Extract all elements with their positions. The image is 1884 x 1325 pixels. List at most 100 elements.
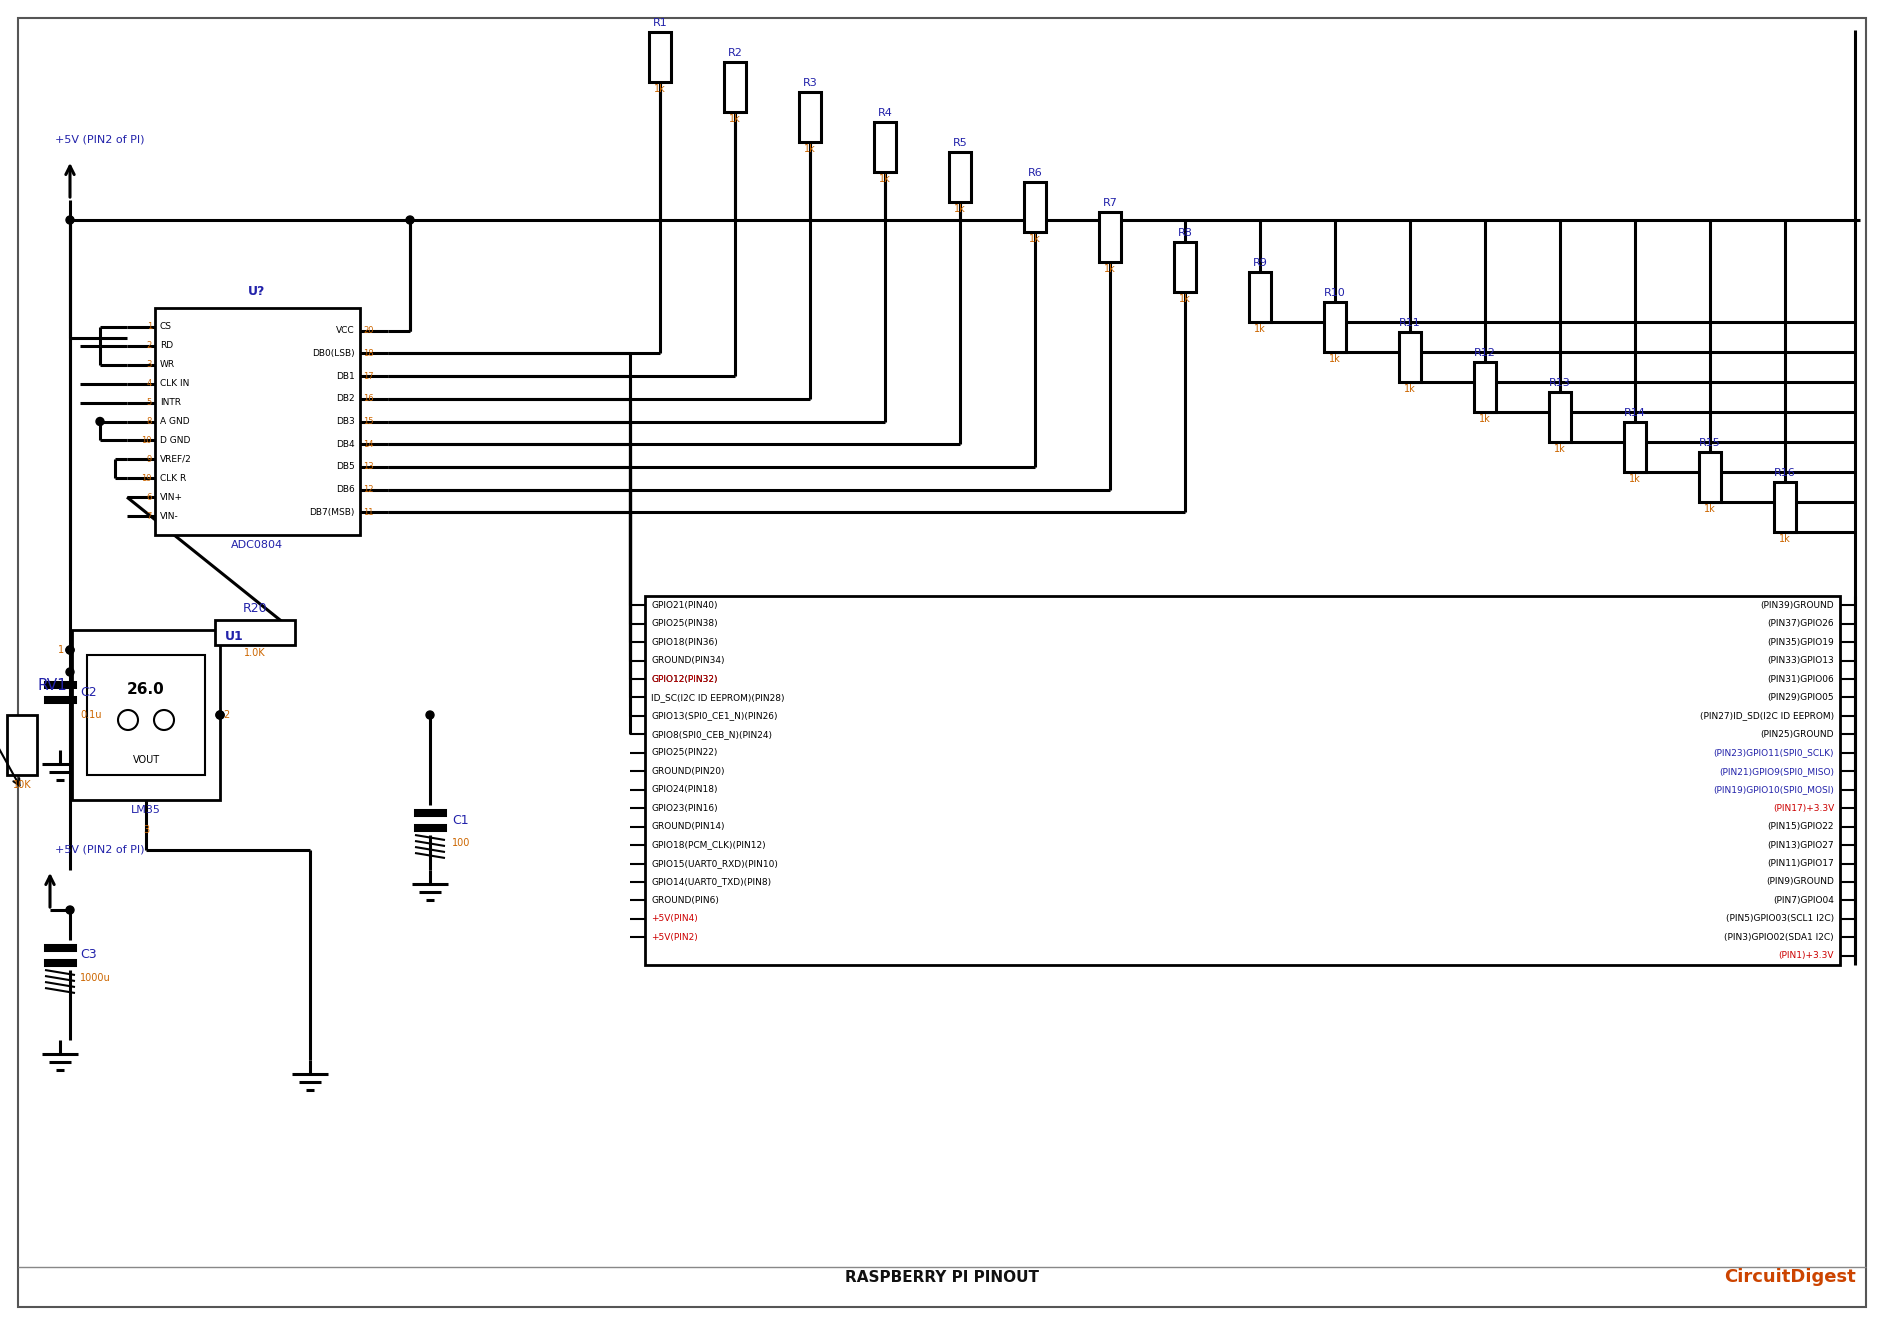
Text: (PIN33)GPIO13: (PIN33)GPIO13 <box>1767 656 1833 665</box>
Text: GROUND(PIN20): GROUND(PIN20) <box>652 767 725 775</box>
Text: RD: RD <box>160 342 173 350</box>
Text: (PIN5)GPIO03(SCL1 I2C): (PIN5)GPIO03(SCL1 I2C) <box>1726 914 1833 924</box>
Text: (PIN25)GROUND: (PIN25)GROUND <box>1760 730 1833 739</box>
Circle shape <box>66 647 73 655</box>
Text: (PIN39)GROUND: (PIN39)GROUND <box>1760 600 1833 610</box>
Text: 1k: 1k <box>1630 474 1641 484</box>
Text: 1k: 1k <box>1554 444 1566 454</box>
Bar <box>215 620 296 645</box>
Circle shape <box>66 216 73 224</box>
Text: (PIN21)GPIO9(SPI0_MISO): (PIN21)GPIO9(SPI0_MISO) <box>1718 767 1833 775</box>
Text: 100: 100 <box>452 837 471 848</box>
Bar <box>950 152 970 201</box>
Text: RASPBERRY PI PINOUT: RASPBERRY PI PINOUT <box>846 1269 1038 1284</box>
Bar <box>1473 362 1496 412</box>
Bar <box>1025 182 1046 232</box>
Text: 8: 8 <box>147 417 153 427</box>
Bar <box>72 629 220 800</box>
Text: GPIO18(PCM_CLK)(PIN12): GPIO18(PCM_CLK)(PIN12) <box>652 840 765 849</box>
Bar <box>648 32 671 82</box>
Text: R6: R6 <box>1027 168 1042 178</box>
Text: U1: U1 <box>224 629 243 643</box>
Bar <box>45 697 75 702</box>
Circle shape <box>217 712 224 719</box>
Text: +5V(PIN4): +5V(PIN4) <box>652 914 697 924</box>
Text: R15: R15 <box>1699 439 1720 448</box>
Bar <box>45 945 75 950</box>
Text: 2: 2 <box>147 342 153 350</box>
Text: GPIO12(PIN32): GPIO12(PIN32) <box>652 674 718 684</box>
Text: 6: 6 <box>147 493 153 502</box>
Text: CS: CS <box>160 322 171 331</box>
Text: 3: 3 <box>143 825 149 835</box>
Text: 1k: 1k <box>953 204 966 215</box>
Text: RV1: RV1 <box>38 677 68 693</box>
Text: R14: R14 <box>1624 408 1647 417</box>
Text: GROUND(PIN34): GROUND(PIN34) <box>652 656 725 665</box>
Text: 16: 16 <box>364 395 373 403</box>
Text: GPIO24(PIN18): GPIO24(PIN18) <box>652 786 718 794</box>
Text: (PIN1)+3.3V: (PIN1)+3.3V <box>1778 951 1833 961</box>
Text: (PIN3)GPIO02(SDA1 I2C): (PIN3)GPIO02(SDA1 I2C) <box>1724 933 1833 942</box>
Bar <box>8 716 38 775</box>
Text: GPIO23(PIN16): GPIO23(PIN16) <box>652 804 718 812</box>
Text: 3: 3 <box>147 360 153 370</box>
Text: D GND: D GND <box>160 436 190 445</box>
Text: DB4: DB4 <box>337 440 354 449</box>
Bar <box>87 655 205 775</box>
Bar <box>1624 421 1647 472</box>
Text: (PIN37)GPIO26: (PIN37)GPIO26 <box>1767 619 1833 628</box>
Bar <box>414 810 445 815</box>
Text: R7: R7 <box>1102 197 1117 208</box>
Text: VOUT: VOUT <box>132 755 160 765</box>
Bar <box>154 307 360 535</box>
Text: GPIO18(PIN36): GPIO18(PIN36) <box>652 637 718 647</box>
Text: 1k: 1k <box>1404 384 1417 394</box>
Text: 1k: 1k <box>1255 325 1266 334</box>
Text: C2: C2 <box>79 685 96 698</box>
Text: 10K: 10K <box>13 780 32 790</box>
Text: 1: 1 <box>58 645 64 655</box>
Text: 1k: 1k <box>654 83 665 94</box>
Text: (PIN29)GPIO05: (PIN29)GPIO05 <box>1767 693 1833 702</box>
Text: VCC: VCC <box>337 326 354 335</box>
Text: R5: R5 <box>953 138 966 148</box>
Bar <box>874 122 897 172</box>
Text: DB3: DB3 <box>335 417 354 427</box>
Text: 19: 19 <box>141 474 153 482</box>
Text: DB7(MSB): DB7(MSB) <box>309 507 354 517</box>
Text: 1k: 1k <box>1705 504 1716 514</box>
Text: +5V(PIN2): +5V(PIN2) <box>652 933 697 942</box>
Text: 1k: 1k <box>1778 534 1792 545</box>
Text: R3: R3 <box>803 78 818 87</box>
Text: 1k: 1k <box>1328 354 1341 364</box>
Bar <box>1699 452 1720 502</box>
Bar <box>414 825 445 829</box>
Text: (PIN15)GPIO22: (PIN15)GPIO22 <box>1767 822 1833 831</box>
Text: (PIN35)GPIO19: (PIN35)GPIO19 <box>1767 637 1833 647</box>
Text: GPIO8(SPI0_CEB_N)(PIN24): GPIO8(SPI0_CEB_N)(PIN24) <box>652 730 772 739</box>
Circle shape <box>96 417 104 425</box>
Text: 4: 4 <box>147 379 153 388</box>
Circle shape <box>66 647 73 655</box>
Bar <box>45 961 75 965</box>
Text: R9: R9 <box>1253 258 1268 268</box>
Text: 15: 15 <box>364 417 373 427</box>
Text: GPIO14(UART0_TXD)(PIN8): GPIO14(UART0_TXD)(PIN8) <box>652 877 771 886</box>
Text: 1k: 1k <box>1479 413 1490 424</box>
Text: DB1: DB1 <box>335 371 354 380</box>
Text: 1k: 1k <box>1029 235 1040 244</box>
Text: GROUND(PIN6): GROUND(PIN6) <box>652 896 720 905</box>
Text: CLK IN: CLK IN <box>160 379 190 388</box>
Text: VREF/2: VREF/2 <box>160 454 192 464</box>
Text: GPIO12(PIN32): GPIO12(PIN32) <box>652 674 718 684</box>
Text: INTR: INTR <box>160 398 181 407</box>
Text: 18: 18 <box>364 348 373 358</box>
Text: 0.1u: 0.1u <box>79 710 102 719</box>
Text: U?: U? <box>249 285 266 298</box>
Text: 2: 2 <box>222 710 230 719</box>
Text: (PIN11)GPIO17: (PIN11)GPIO17 <box>1767 859 1833 868</box>
Bar <box>45 682 75 686</box>
Text: R13: R13 <box>1549 378 1571 388</box>
Text: 7: 7 <box>147 511 153 521</box>
